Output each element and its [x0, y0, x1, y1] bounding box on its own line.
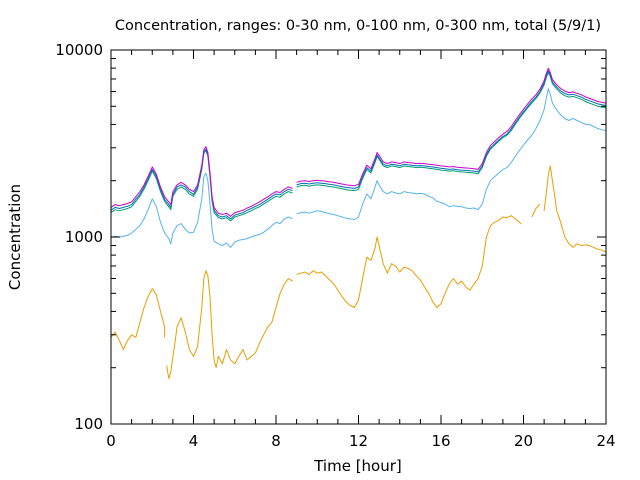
y-tick-label: 100: [74, 415, 103, 433]
y-tick-label: 10000: [55, 41, 103, 59]
series-0-line-segment-0: [110, 288, 166, 351]
series-2-line-segment-0: [531, 203, 541, 218]
x-tick-label: 16: [431, 432, 450, 450]
y-tick-label: 1000: [65, 228, 103, 246]
series-3-line-segment-0: [110, 172, 293, 248]
x-tick-label: 20: [514, 432, 533, 450]
ticks-layer: 0 4 8 12 16 20 24 100 1000 10000: [55, 41, 615, 450]
plot-frame: [110, 49, 607, 425]
series-6-line-segment-0: [110, 146, 293, 217]
x-tick-label: 0: [106, 432, 116, 450]
series-3-line-segment-1: [296, 88, 607, 220]
series-0-line-segment-1: [166, 270, 293, 380]
x-tick-label: 4: [189, 432, 199, 450]
series-1-line-segment-0: [296, 215, 522, 308]
series-6-line-segment-1: [296, 67, 607, 187]
series-layer: [110, 67, 607, 380]
series-4-line-segment-1: [296, 71, 607, 192]
y-axis-label: Concentration: [6, 184, 24, 290]
chart-title: Concentration, ranges: 0-30 nm, 0-100 nm…: [115, 18, 601, 34]
x-tick-label: 12: [349, 432, 368, 450]
series-4-line-segment-0: [110, 150, 293, 222]
series-5-line-segment-1: [296, 70, 607, 189]
x-axis-label: Time [hour]: [313, 457, 402, 475]
x-tick-label: 24: [596, 432, 615, 450]
x-tick-label: 8: [271, 432, 281, 450]
series-5-line-segment-0: [110, 148, 293, 220]
series-2-line-segment-1: [543, 165, 607, 253]
